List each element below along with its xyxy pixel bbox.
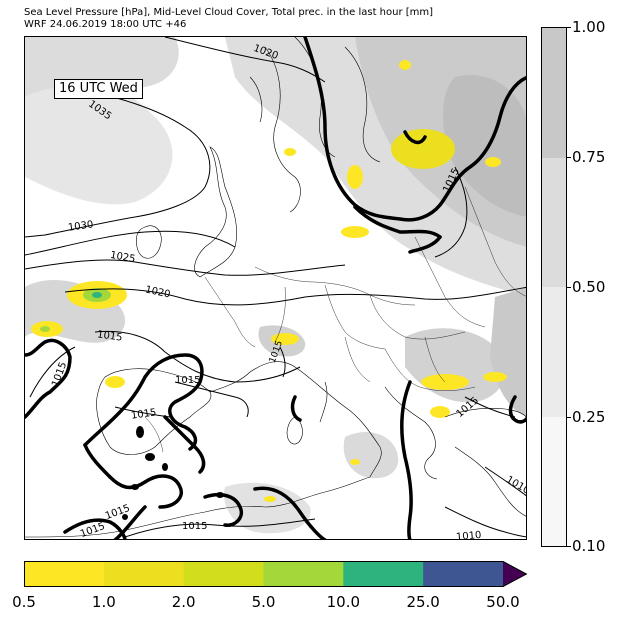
isobar-label: 1010 bbox=[455, 529, 482, 540]
precip-colorbar-label: 10.0 bbox=[326, 593, 361, 611]
cloud-colorbar-tick bbox=[567, 287, 571, 288]
coastlines bbox=[25, 37, 526, 538]
cloud-colorbar-segment bbox=[542, 416, 566, 546]
precip-colorbar-label: 25.0 bbox=[406, 593, 440, 611]
cloud-colorbar-segment bbox=[542, 287, 566, 417]
cloud-colorbar-segment bbox=[542, 28, 566, 158]
precip-colorbar-segment bbox=[263, 561, 344, 587]
weather-map: 16 UTC Wed 1020 1035 1030 1025 1020 1015… bbox=[24, 36, 527, 540]
precip-colorbar-outline bbox=[24, 561, 527, 587]
precip-colorbar-label: 2.0 bbox=[171, 593, 196, 611]
cloud-cover-colorbar bbox=[541, 27, 567, 547]
cloud-colorbar-label: 0.10 bbox=[572, 537, 606, 555]
cloud-colorbar-tick bbox=[567, 27, 571, 28]
precip-colorbar-segment bbox=[423, 561, 504, 587]
isobar-label: 1015 bbox=[182, 521, 208, 532]
isobar-label: 1015 bbox=[175, 375, 201, 386]
precipitation-colorbar bbox=[24, 561, 527, 587]
thick-isobars bbox=[25, 37, 526, 539]
precip-colorbar-label: 50.0 bbox=[486, 593, 520, 611]
precip-colorbar-segment bbox=[103, 561, 185, 587]
precip-colorbar-segment bbox=[343, 561, 424, 587]
precip-colorbar-segment bbox=[24, 561, 105, 587]
cloud-colorbar-label: 0.50 bbox=[572, 278, 606, 296]
cloud-colorbar-tick bbox=[567, 157, 571, 158]
map-title-line1: Sea Level Pressure [hPa], Mid-Level Clou… bbox=[24, 7, 434, 18]
precipitation-layer bbox=[31, 60, 507, 502]
cloud-colorbar-label: 0.25 bbox=[572, 408, 606, 426]
map-canvas bbox=[25, 37, 526, 539]
thick-contour-cells bbox=[122, 426, 224, 520]
cloud-colorbar-label: 0.75 bbox=[572, 148, 606, 166]
cloud-colorbar-segment bbox=[542, 157, 566, 287]
valid-time-label: 16 UTC Wed bbox=[54, 79, 143, 99]
cloud-colorbar-tick bbox=[567, 546, 571, 547]
country-borders bbox=[144, 186, 526, 453]
cloud-colorbar-tick bbox=[567, 417, 571, 418]
isobars bbox=[25, 37, 526, 538]
precip-colorbar-label: 0.5 bbox=[12, 593, 36, 611]
precip-colorbar-segment bbox=[183, 561, 264, 587]
precip-colorbar-extend-arrow bbox=[503, 561, 527, 587]
map-title-line2: WRF 24.06.2019 18:00 UTC +46 bbox=[24, 19, 187, 30]
cloud-colorbar-label: 1.00 bbox=[572, 18, 606, 36]
precip-colorbar-label: 1.0 bbox=[91, 593, 116, 611]
precip-colorbar-label: 5.0 bbox=[251, 593, 276, 611]
